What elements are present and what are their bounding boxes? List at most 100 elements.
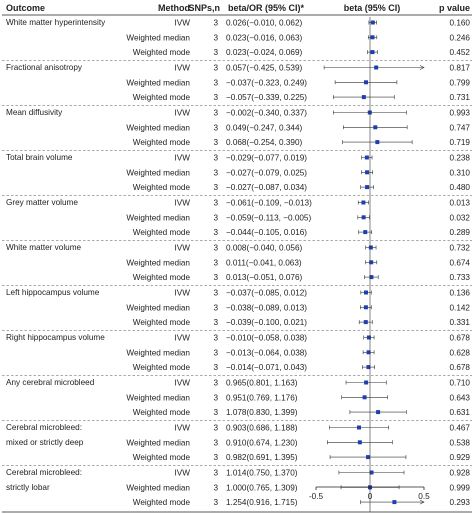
point-estimate xyxy=(392,500,397,505)
snp-count: 3 xyxy=(213,228,218,237)
outcome-label: Any cerebral microbleed xyxy=(6,378,95,387)
p-value: 0.631 xyxy=(450,408,471,417)
p-value: 0.674 xyxy=(450,258,471,267)
snp-count: 3 xyxy=(213,453,218,462)
method-label: Weighted median xyxy=(126,303,190,312)
estimate-text: 1.014(0.750, 1.370) xyxy=(226,469,298,478)
point-estimate xyxy=(375,140,380,145)
estimate-text: −0.014(−0.071, 0.043) xyxy=(226,363,307,372)
p-value: 0.467 xyxy=(450,424,471,433)
snp-count: 3 xyxy=(213,168,218,177)
snp-count: 3 xyxy=(213,424,218,433)
point-estimate xyxy=(370,50,375,55)
snp-count: 3 xyxy=(213,64,218,73)
p-value: 0.452 xyxy=(450,48,471,57)
p-value: 0.142 xyxy=(450,303,471,312)
outcome-label: strictly lobar xyxy=(6,483,50,492)
estimate-text: −0.061(−0.109, −0.013) xyxy=(226,199,312,208)
point-estimate xyxy=(363,230,368,235)
method-label: Weighted mode xyxy=(133,273,191,282)
point-estimate xyxy=(361,215,366,220)
method-label: Weighted median xyxy=(126,123,190,132)
p-value: 0.928 xyxy=(450,469,471,478)
snp-count: 3 xyxy=(213,19,218,28)
estimate-text: 0.013(−0.051, 0.076) xyxy=(226,273,303,282)
snp-count: 3 xyxy=(213,154,218,163)
estimate-text: 0.008(−0.040, 0.056) xyxy=(226,244,303,253)
estimate-text: 0.049(−0.247, 0.344) xyxy=(226,123,303,132)
estimate-text: 0.903(0.686, 1.188) xyxy=(226,424,298,433)
outcome-label: Total brain volume xyxy=(6,153,73,162)
estimate-text: −0.029(−0.077, 0.019) xyxy=(226,154,307,163)
p-value: 0.628 xyxy=(450,348,471,357)
snp-count: 3 xyxy=(213,348,218,357)
method-label: Weighted mode xyxy=(133,498,191,507)
point-estimate xyxy=(369,260,374,265)
estimate-text: −0.037(−0.323, 0.249) xyxy=(226,78,307,87)
point-estimate xyxy=(365,185,370,190)
estimate-text: 0.023(−0.024, 0.069) xyxy=(226,48,303,57)
snp-count: 3 xyxy=(213,33,218,42)
point-estimate xyxy=(361,95,366,100)
header-method: Method xyxy=(158,3,190,13)
method-label: Weighted mode xyxy=(133,318,191,327)
point-estimate xyxy=(366,365,371,370)
p-value: 0.289 xyxy=(450,228,471,237)
method-label: Weighted median xyxy=(126,483,190,492)
p-value: 0.929 xyxy=(450,453,471,462)
point-estimate xyxy=(361,200,366,205)
point-estimate xyxy=(376,410,381,415)
method-label: Weighted mode xyxy=(133,453,191,462)
p-value: 0.731 xyxy=(450,93,471,102)
snp-count: 3 xyxy=(213,258,218,267)
snp-count: 3 xyxy=(213,48,218,57)
point-estimate xyxy=(374,65,379,70)
method-label: Weighted mode xyxy=(133,138,191,147)
p-value: 0.238 xyxy=(450,154,471,163)
estimate-text: 0.068(−0.254, 0.390) xyxy=(226,138,303,147)
p-value: 0.817 xyxy=(450,64,471,73)
p-value: 0.032 xyxy=(450,213,471,222)
p-value: 0.732 xyxy=(450,244,471,253)
point-estimate xyxy=(369,275,374,280)
estimate-text: −0.059(−0.113, −0.005) xyxy=(226,213,311,222)
ci-arrow-upper xyxy=(419,65,425,70)
point-estimate xyxy=(365,170,370,175)
point-estimate xyxy=(366,350,371,355)
header-estimate: beta/OR (95% CI)* xyxy=(228,3,305,13)
point-estimate xyxy=(364,80,369,85)
p-value: 0.678 xyxy=(450,363,471,372)
estimate-text: −0.044(−0.105, 0.016) xyxy=(226,228,307,237)
outcome-label: Cerebral microbleed: xyxy=(6,468,82,477)
point-estimate xyxy=(373,125,378,130)
estimate-text: 0.023(−0.016, 0.063) xyxy=(226,33,303,42)
estimate-text: −0.010(−0.058, 0.038) xyxy=(226,334,307,343)
snp-count: 3 xyxy=(213,303,218,312)
snp-count: 3 xyxy=(213,138,218,147)
snp-count: 3 xyxy=(213,363,218,372)
method-label: Weighted median xyxy=(126,348,190,357)
snp-count: 3 xyxy=(213,244,218,253)
header-snps: SNPs,n xyxy=(188,3,220,13)
snp-count: 3 xyxy=(213,213,218,222)
point-estimate xyxy=(363,305,368,310)
method-label: Weighted mode xyxy=(133,228,191,237)
method-label: IVW xyxy=(175,379,191,388)
estimate-text: −0.039(−0.100, 0.021) xyxy=(226,318,307,327)
method-label: IVW xyxy=(175,199,191,208)
method-label: Weighted median xyxy=(126,168,190,177)
header-p: p value xyxy=(439,3,470,13)
outcome-label: Left hippocampus volume xyxy=(6,288,100,297)
method-label: Weighted median xyxy=(126,33,190,42)
method-label: IVW xyxy=(175,424,191,433)
method-label: Weighted mode xyxy=(133,93,191,102)
p-value: 0.643 xyxy=(450,393,471,402)
estimate-text: 1.000(0.765, 1.309) xyxy=(226,483,298,492)
estimate-text: −0.027(−0.087, 0.034) xyxy=(226,183,307,192)
point-estimate xyxy=(357,440,362,445)
p-value: 0.710 xyxy=(450,379,471,388)
snp-count: 3 xyxy=(213,498,218,507)
estimate-text: −0.002(−0.340, 0.337) xyxy=(226,109,307,118)
estimate-text: 0.951(0.769, 1.176) xyxy=(226,393,298,402)
